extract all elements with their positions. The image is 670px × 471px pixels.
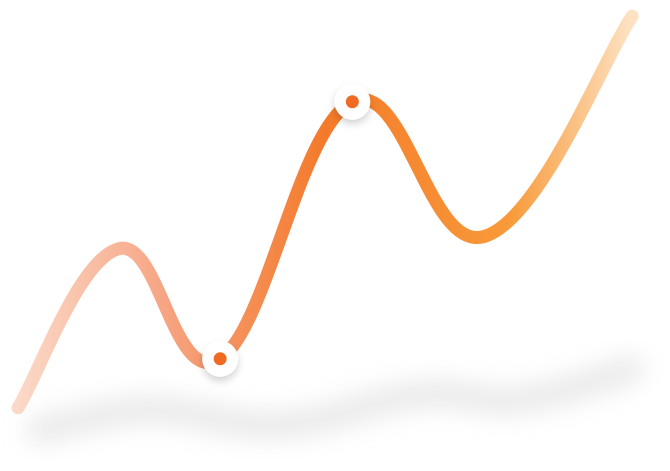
series-line — [11, 9, 639, 415]
series-line-group — [11, 9, 639, 415]
point-marker-dot — [345, 95, 359, 109]
line-shadow-path — [26, 356, 644, 444]
line-shadow — [26, 356, 644, 444]
point-markers — [202, 83, 371, 377]
point-marker-dot — [213, 352, 227, 366]
point-marker — [334, 83, 371, 120]
point-marker — [202, 340, 239, 377]
